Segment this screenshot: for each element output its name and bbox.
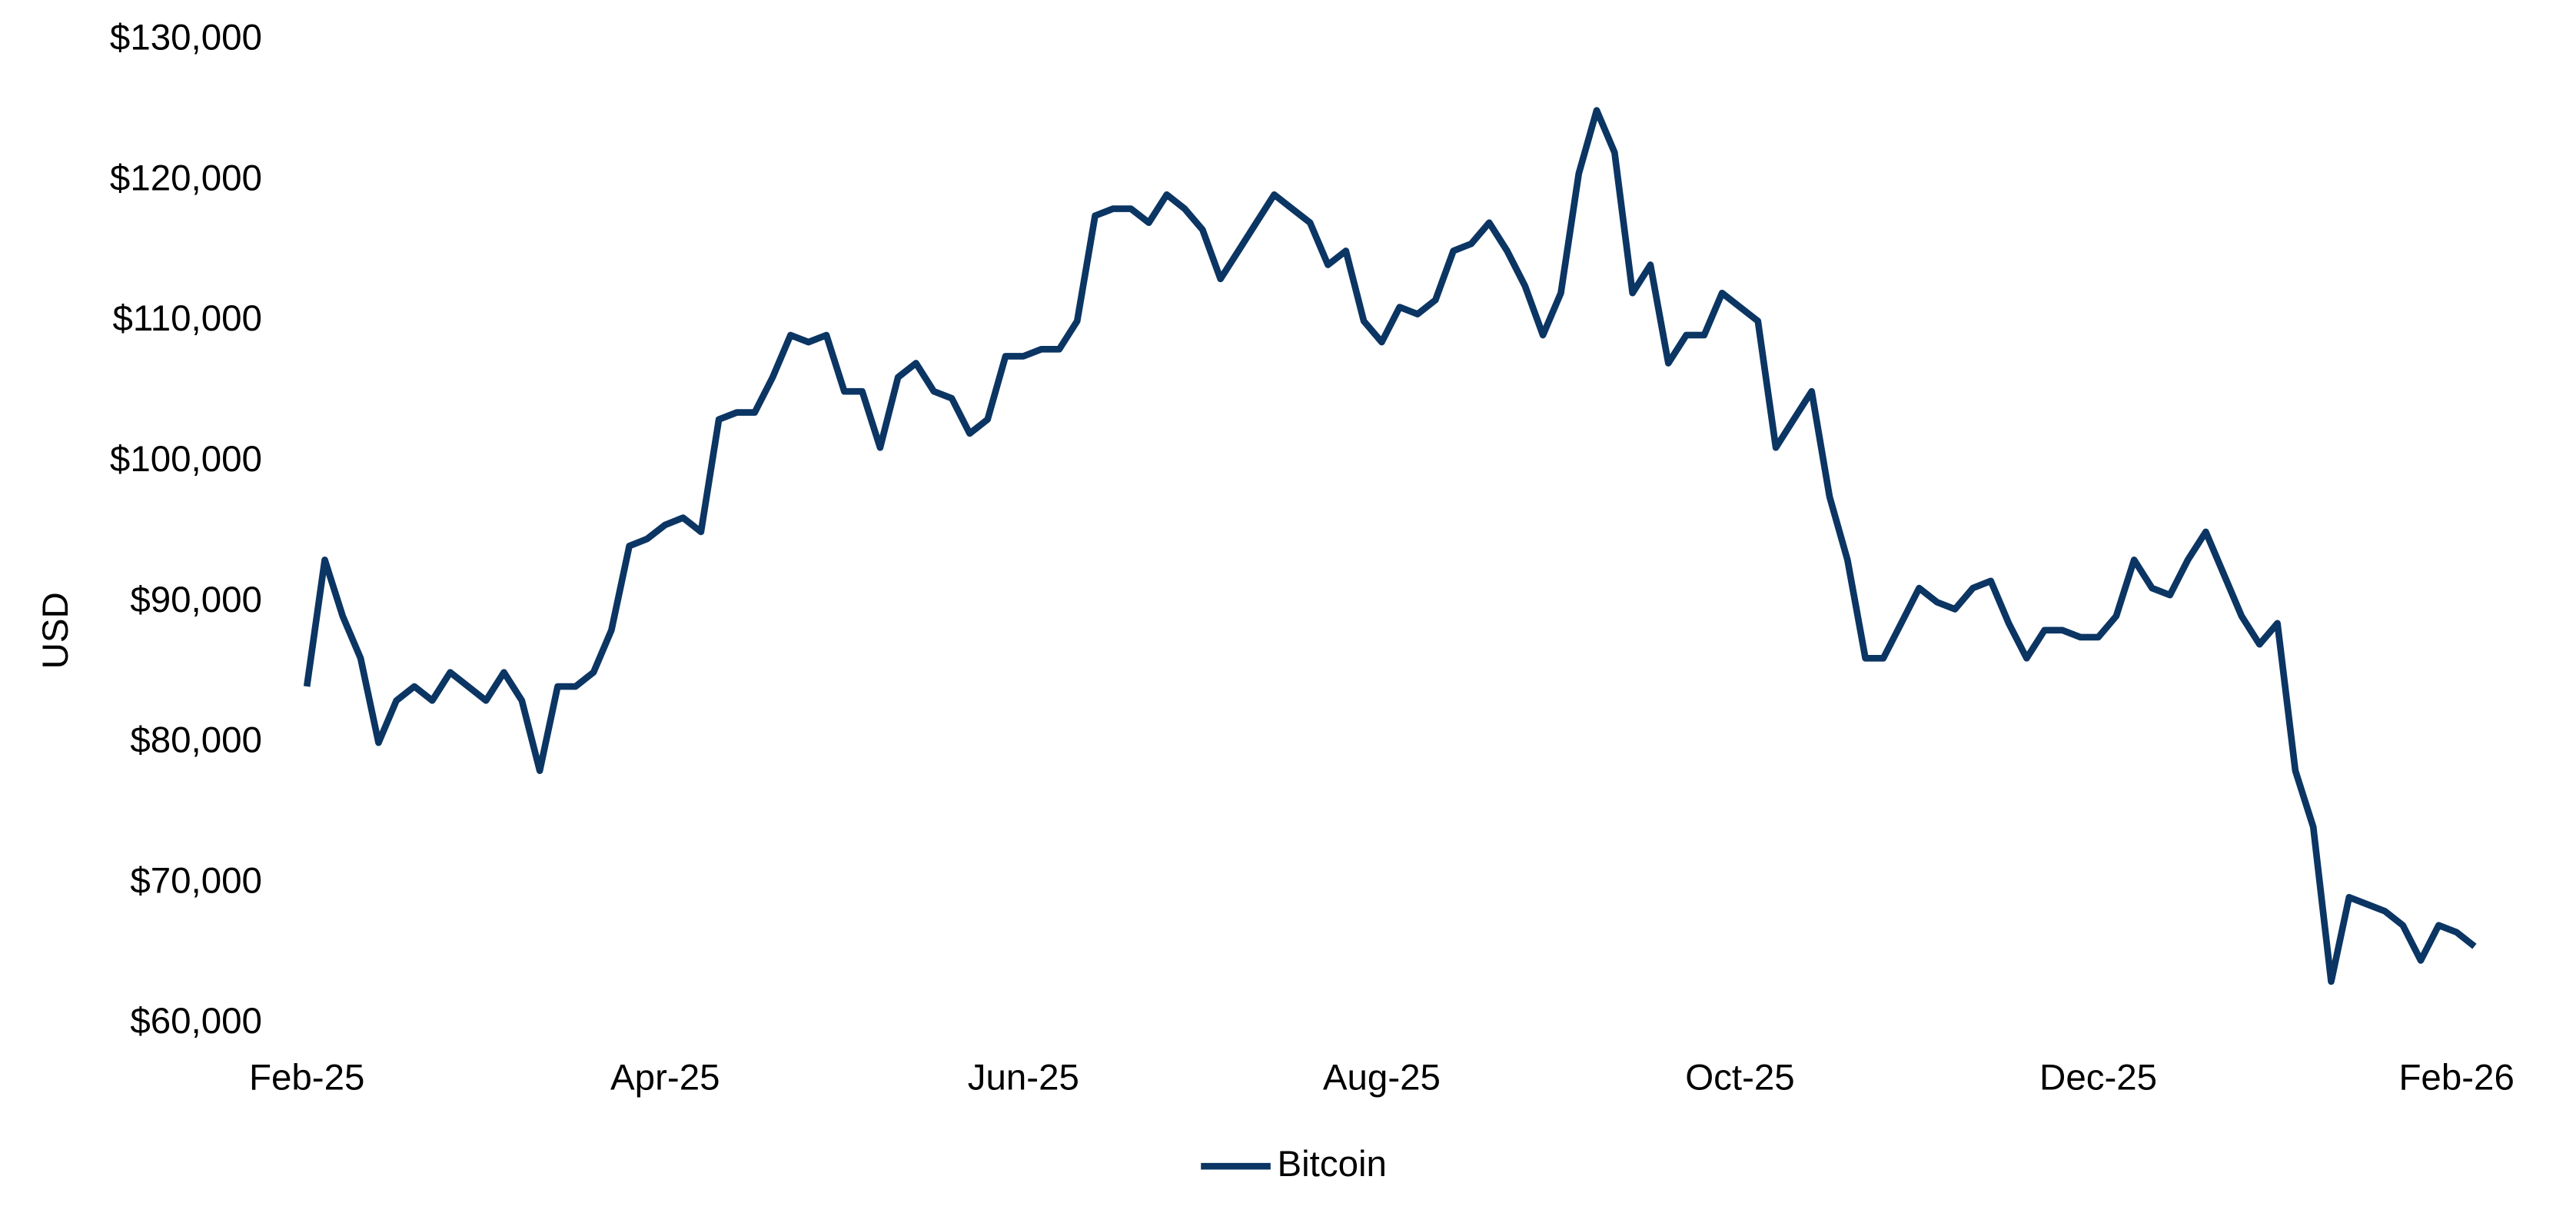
x-tick-label: Feb-25 [249, 1058, 364, 1098]
y-tick-label: $110,000 [112, 298, 261, 339]
y-tick-label: $80,000 [130, 720, 262, 761]
y-tick-label: $60,000 [130, 1001, 262, 1042]
y-tick-label: $70,000 [130, 860, 262, 901]
legend-label: Bitcoin [1277, 1144, 1386, 1185]
y-tick-label: $130,000 [110, 18, 262, 58]
y-tick-label: $100,000 [110, 439, 262, 480]
x-tick-label: Jun-25 [968, 1058, 1079, 1098]
x-tick-label: Feb-26 [2398, 1058, 2514, 1098]
x-tick-label: Oct-25 [1685, 1058, 1794, 1098]
x-tick-label: Aug-25 [1323, 1058, 1441, 1098]
y-tick-label: $120,000 [110, 158, 262, 198]
y-axis-label: USD [35, 592, 76, 669]
x-tick-label: Dec-25 [2039, 1058, 2157, 1098]
y-tick-label: $90,000 [130, 580, 262, 620]
line-series [303, 107, 2477, 985]
x-tick-label: Apr-25 [610, 1058, 720, 1098]
